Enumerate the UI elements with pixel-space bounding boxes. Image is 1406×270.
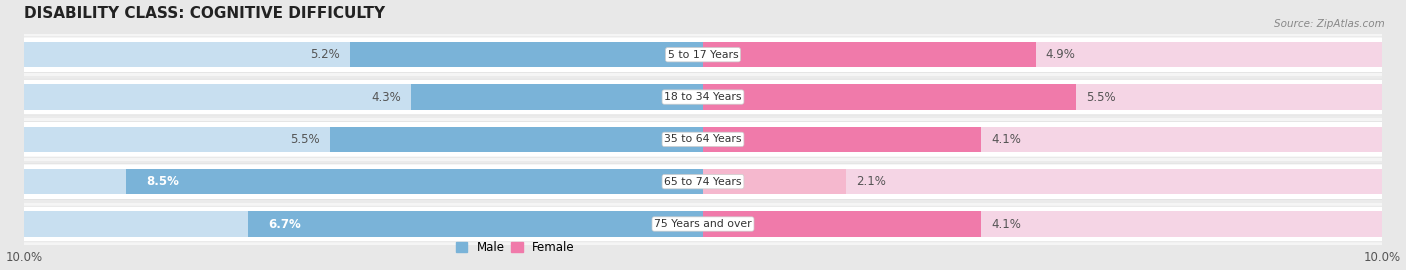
Text: 5.5%: 5.5%	[1087, 90, 1116, 103]
Bar	[24, 118, 1382, 161]
FancyBboxPatch shape	[21, 37, 1385, 73]
Bar	[24, 169, 703, 194]
FancyBboxPatch shape	[21, 206, 1385, 242]
FancyBboxPatch shape	[21, 122, 1385, 157]
Text: 6.7%: 6.7%	[269, 218, 301, 231]
Bar	[703, 84, 1382, 110]
Text: DISABILITY CLASS: COGNITIVE DIFFICULTY: DISABILITY CLASS: COGNITIVE DIFFICULTY	[24, 6, 385, 21]
Bar	[24, 42, 703, 68]
Bar	[247, 211, 703, 237]
Text: 4.1%: 4.1%	[991, 218, 1021, 231]
Bar	[703, 169, 1382, 194]
FancyBboxPatch shape	[21, 164, 1385, 200]
Bar	[703, 127, 981, 152]
Bar	[703, 84, 1077, 110]
Bar	[703, 169, 845, 194]
Bar	[24, 84, 703, 110]
Bar	[703, 211, 1382, 237]
FancyBboxPatch shape	[21, 79, 1385, 115]
Text: 65 to 74 Years: 65 to 74 Years	[664, 177, 742, 187]
Text: Source: ZipAtlas.com: Source: ZipAtlas.com	[1274, 19, 1385, 29]
Text: 4.9%: 4.9%	[1046, 48, 1076, 61]
Bar	[24, 127, 703, 152]
Bar	[24, 161, 1382, 203]
Bar	[703, 211, 981, 237]
Text: 18 to 34 Years: 18 to 34 Years	[664, 92, 742, 102]
Bar	[24, 33, 1382, 76]
Text: 4.3%: 4.3%	[371, 90, 401, 103]
Text: 35 to 64 Years: 35 to 64 Years	[664, 134, 742, 144]
Text: 75 Years and over: 75 Years and over	[654, 219, 752, 229]
Bar	[703, 127, 1382, 152]
Text: 4.1%: 4.1%	[991, 133, 1021, 146]
Bar	[24, 211, 703, 237]
Bar	[127, 169, 703, 194]
Text: 2.1%: 2.1%	[856, 175, 886, 188]
Bar	[703, 42, 1036, 68]
Text: 5.5%: 5.5%	[290, 133, 319, 146]
Bar	[329, 127, 703, 152]
Legend: Male, Female: Male, Female	[451, 236, 579, 259]
Bar	[350, 42, 703, 68]
Text: 5.2%: 5.2%	[311, 48, 340, 61]
Bar	[24, 76, 1382, 118]
Bar	[411, 84, 703, 110]
Bar	[703, 42, 1382, 68]
Text: 5 to 17 Years: 5 to 17 Years	[668, 50, 738, 60]
Text: 8.5%: 8.5%	[146, 175, 179, 188]
Bar	[24, 203, 1382, 245]
